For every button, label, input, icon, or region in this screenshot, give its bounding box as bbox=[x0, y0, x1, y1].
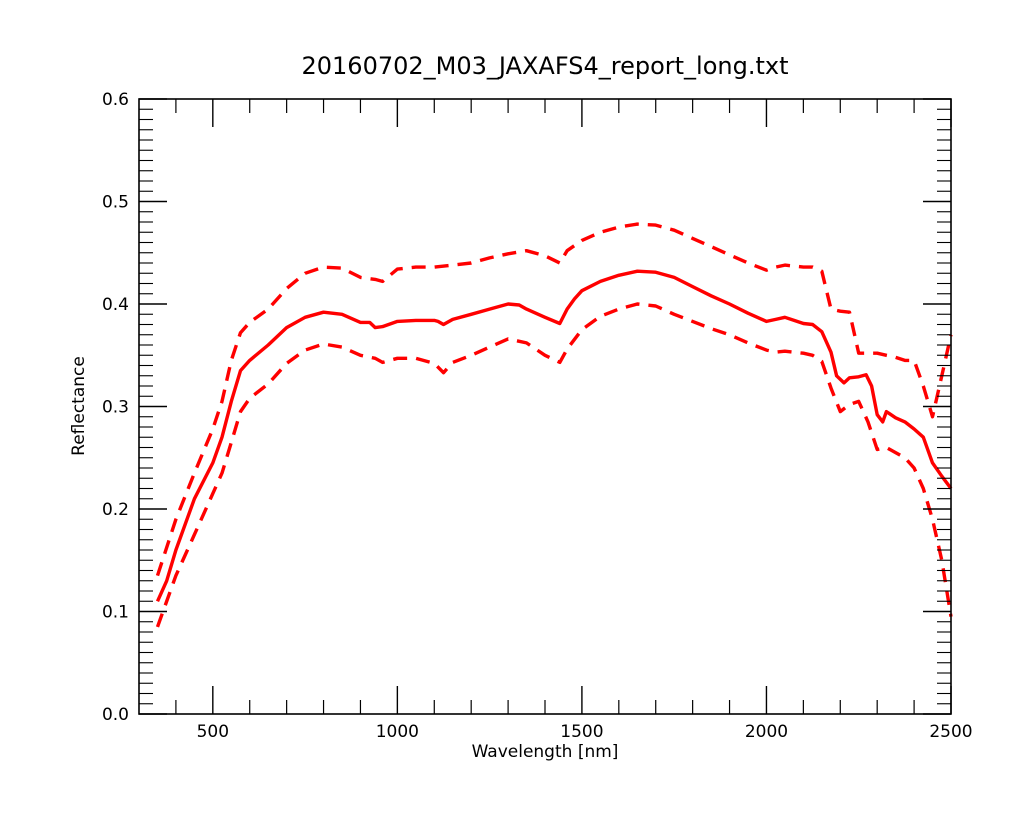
axes-layer: 500 1000 1500 2000 2500 0.0 0.1 0.2 0.3 0.4 0.5 0.6 bbox=[102, 90, 973, 742]
y-tick-label: 0.0 bbox=[102, 705, 129, 725]
x-tick-label: 1000 bbox=[376, 722, 419, 742]
y-tick-label: 0.5 bbox=[102, 193, 129, 213]
x-tick-label: 500 bbox=[197, 722, 229, 742]
x-tick-label: 1500 bbox=[560, 722, 603, 742]
series-line-dashed-1 bbox=[155, 222, 953, 577]
x-tick-label: 2000 bbox=[745, 722, 788, 742]
y-tick-label: 0.1 bbox=[102, 603, 129, 623]
chart-title: 20160702_M03_JAXAFS4_report_long.txt bbox=[302, 52, 789, 80]
x-tick-label: 2500 bbox=[929, 722, 972, 742]
y-tick-label: 0.4 bbox=[102, 295, 129, 315]
y-axis-label: Reflectance bbox=[69, 356, 89, 456]
series-layer bbox=[155, 222, 953, 628]
y-tick-label: 0.3 bbox=[102, 398, 129, 418]
plot-frame bbox=[138, 98, 952, 715]
y-tick-label: 0.6 bbox=[102, 90, 129, 110]
x-axis-label: Wavelength [nm] bbox=[472, 742, 619, 762]
y-tick-label: 0.2 bbox=[102, 500, 129, 520]
series-line-solid bbox=[155, 269, 953, 602]
series-line-dashed-2 bbox=[155, 302, 953, 628]
